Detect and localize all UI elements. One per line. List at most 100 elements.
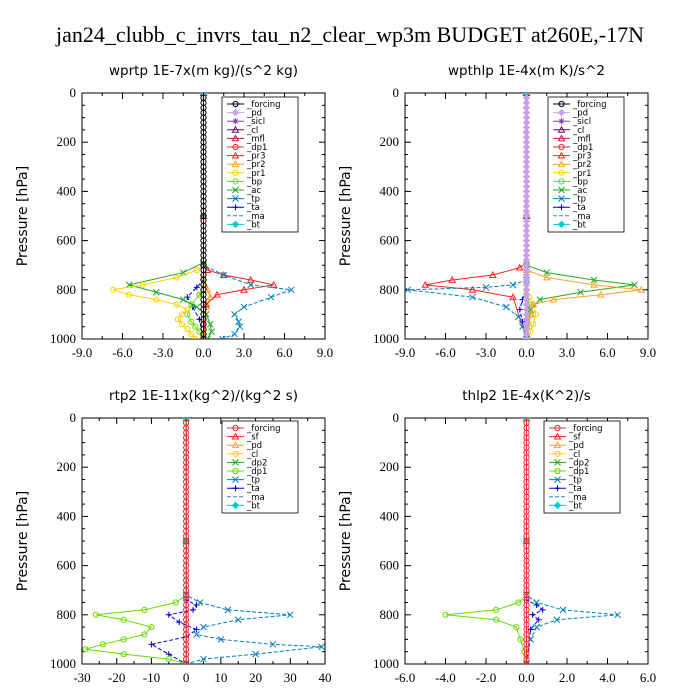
series-tp-point [267,293,275,301]
legend-marker [231,441,240,449]
legend-label: _pr1 [246,169,266,179]
series-pr3 [421,93,531,339]
legend-label: _bp [572,177,588,187]
legend-label: _bt [246,501,261,511]
legend-label: _tp [246,195,260,205]
legend-label: _forcing [246,424,281,434]
series-bp-point [188,318,195,325]
x-tick-label: -4.0 [435,670,456,685]
legend-label: _dp1 [568,467,589,477]
series-tp [200,93,295,339]
x-tick-label: -3.0 [153,345,174,360]
legend-label: _sicl [572,117,591,127]
series-dp1-point [120,651,127,658]
series-forcing [183,418,190,664]
y-tick-label: 1000 [50,656,76,671]
series-dp2-point [182,418,190,422]
chart-panel-3: rtp2 1E-11x(kg^2)/(kg^2 s) Pressure [hPa]… [15,388,332,685]
x-tick-label: -6.0 [435,345,456,360]
x-tick-label: -9.0 [72,345,93,360]
series-pr1-point [173,274,180,281]
legend-marker [231,108,240,117]
series-pr1-point [178,311,185,318]
series-tp-point [515,313,522,321]
y-tick-label: 200 [57,459,77,474]
series-pr1-point [174,316,181,323]
legend-marker [558,195,565,202]
legend-marker [553,501,562,510]
series-dp1-point [120,616,127,623]
series-pr1-point [173,301,180,308]
series-bp-point [196,291,203,298]
series-pr1-point [178,321,185,328]
series-ta [148,418,200,664]
series-tp-point [247,281,255,289]
series-ac-point [543,269,551,276]
x-tick-label: -2.0 [476,670,497,685]
legend-marker [557,160,566,168]
legend-marker [231,125,240,133]
legend-label: _ma [572,212,591,222]
y-tick-label: 400 [380,183,400,198]
y-tick-label: 800 [380,607,400,622]
series-dp1-line [445,418,527,664]
legend-marker [558,178,565,185]
series-tp-point [231,311,238,318]
legend-marker [232,178,239,185]
page-title: jan24_clubb_c_invrs_tau_n2_clear_wp3m BU… [55,22,644,47]
series-tp-point [533,623,540,631]
x-tick-label: -6.0 [112,345,133,360]
series-pr3-point [202,300,211,308]
series-pr3-point [448,275,457,283]
y-tick-label: 0 [393,85,400,100]
series-group [405,93,646,339]
legend-marker [232,450,239,457]
y-tick-label: 800 [57,607,77,622]
series-forcing [200,93,207,339]
series-dp1-point [493,616,500,623]
legend-marker [558,186,565,194]
series-tp-point [318,643,325,651]
legend-label: _sf [568,433,582,443]
legend-label: _ac [246,186,261,196]
legend-marker [232,195,239,202]
x-tick-label: 2.0 [559,670,575,685]
x-tick-label: -20 [108,670,125,685]
legend-label: _forcing [568,424,603,434]
series-pr1-point [188,330,195,338]
legend-marker [554,424,561,432]
series-pr1-point [193,267,200,274]
chart-title: thlp2 1E-4x(K^2)/s [462,388,591,404]
legend-label: _forcing [572,100,607,110]
y-tick-label: 1000 [373,656,399,671]
series-ta-point [148,641,155,648]
legend-label: _ac [572,186,587,196]
chart-panel-4: thlp2 1E-4x(K^2)/s Pressure [hPa] -6.0 -4.0… [338,388,656,685]
series-tp-line [203,93,292,339]
series-tp-point [240,303,248,311]
x-tick-label: 4.0 [599,670,615,685]
legend-label: _mfl [572,134,591,144]
legend-marker [231,220,240,229]
legend-marker [557,125,566,133]
legend-marker [557,151,566,159]
x-tick-label: 6.0 [599,345,615,360]
y-tick-label: 400 [57,508,77,523]
series-dp1-point [513,624,520,631]
series-pd [522,93,531,339]
legend-label: _pr1 [572,169,592,179]
series-dp1-point [141,631,148,638]
legend-label: _bt [568,501,583,511]
y-tick-label: 200 [380,459,400,474]
legend-label: _forcing [246,100,281,110]
legend-label: _pd [572,109,588,119]
x-tick-label: 3.0 [236,345,252,360]
series-pr1-point [532,311,540,318]
series-group [109,93,295,339]
legend-label: _ma [246,212,265,222]
x-tick-label: 9.0 [640,345,656,360]
series-pr2-point [596,290,605,298]
series-dp1-point [82,646,89,653]
legend-label: _pr3 [246,152,266,162]
